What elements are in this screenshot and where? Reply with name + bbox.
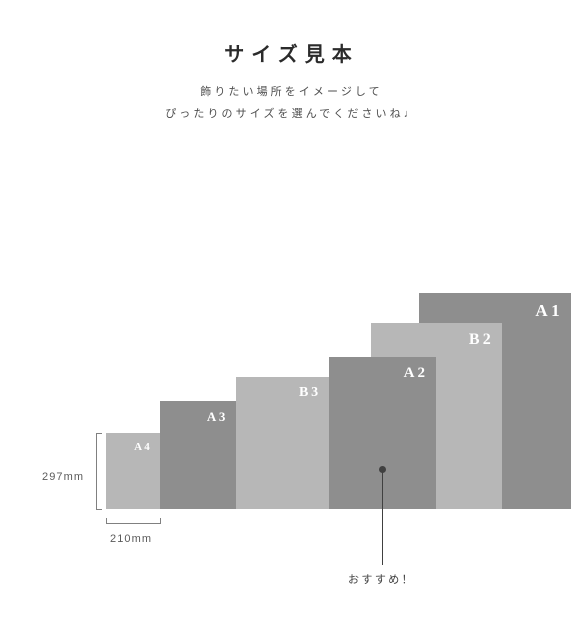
size-bar-a3: A3 [160, 401, 236, 509]
callout-line [382, 469, 383, 565]
subtitle-line-1: 飾りたい場所をイメージして [200, 86, 383, 98]
page-title: サイズ見本 [0, 38, 583, 67]
size-bar-label: A1 [535, 301, 563, 509]
size-chart: A1B2 A2 B3 A3 A4 [0, 199, 583, 509]
size-bar-label: B2 [469, 331, 494, 509]
size-bar-label: A3 [207, 409, 228, 509]
dimension-height-label: 297mm [42, 471, 84, 483]
size-bar-b3: B3 [236, 377, 329, 509]
dimension-width-label: 210mm [110, 533, 152, 545]
callout-label: おすすめ！ [348, 571, 415, 587]
page-subtitle: 飾りたい場所をイメージして ぴったりのサイズを選んでくださいね♩ [0, 81, 583, 125]
size-bar-label: B3 [299, 385, 321, 509]
subtitle-line-2: ぴったりのサイズを選んでくださいね♩ [165, 108, 418, 120]
size-bar-label: A2 [404, 365, 428, 509]
size-bar-label: A4 [134, 441, 152, 509]
size-bar-a4: A4 [106, 433, 160, 509]
